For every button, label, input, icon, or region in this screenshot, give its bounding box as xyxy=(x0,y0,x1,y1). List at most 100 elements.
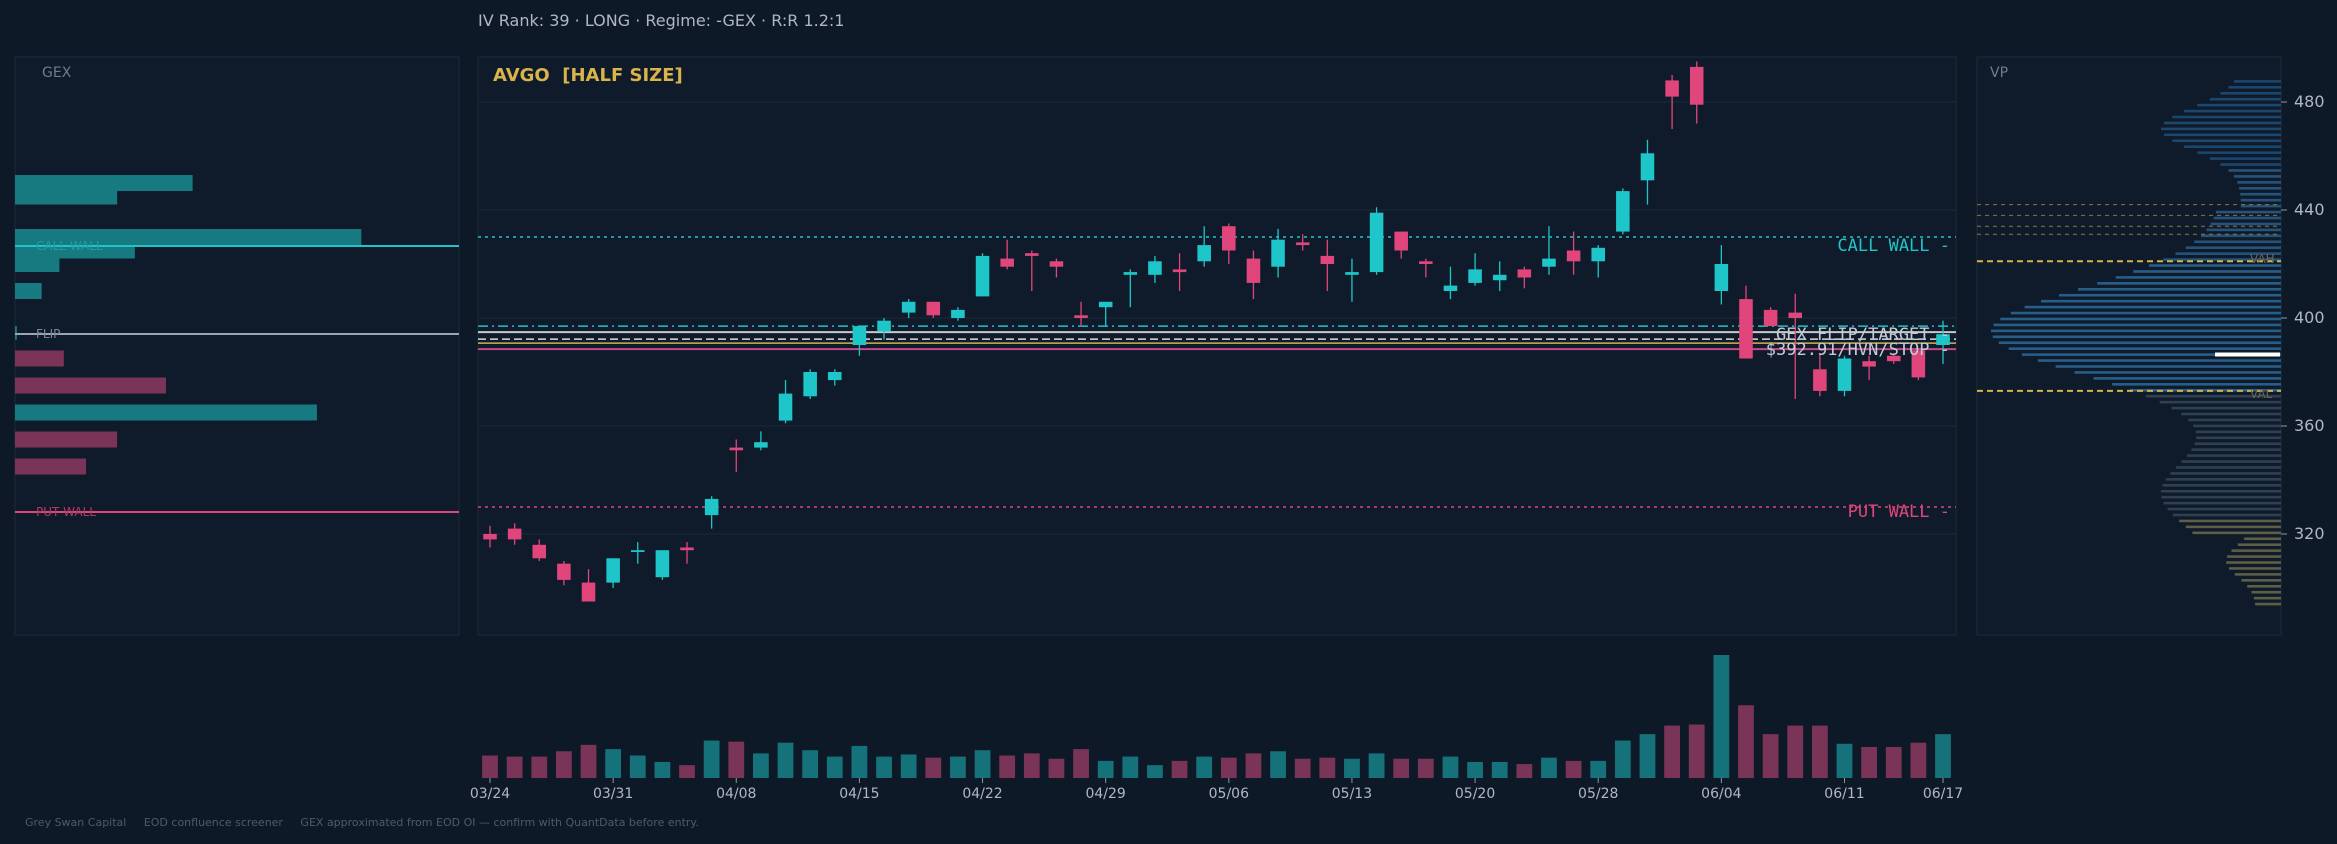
x-tick-label: 06/04 xyxy=(1701,786,1741,802)
candle-body xyxy=(1271,239,1285,267)
volume-bar xyxy=(826,756,843,778)
x-tick-label: 05/06 xyxy=(1209,786,1249,802)
candle-body xyxy=(532,544,547,559)
vp-bar xyxy=(2191,448,2281,451)
candle-body xyxy=(901,301,916,313)
vp-bar xyxy=(2194,442,2281,446)
volume-bar xyxy=(1368,753,1385,778)
vp-bar xyxy=(2194,240,2281,244)
candle-body xyxy=(1640,153,1655,181)
volume-bar xyxy=(1541,757,1557,778)
vp-bar xyxy=(2192,531,2281,535)
volume-bar xyxy=(605,749,622,778)
volume-bar xyxy=(1073,749,1089,778)
volume-bar xyxy=(1467,761,1483,778)
vp-bar xyxy=(1992,335,2281,339)
candle-body xyxy=(704,498,719,516)
x-tick-label: 06/17 xyxy=(1923,786,1963,802)
candle-body xyxy=(1000,258,1014,267)
vp-bar xyxy=(2240,198,2281,202)
vp-bar xyxy=(2133,270,2281,273)
gex-bar xyxy=(15,283,42,299)
put-wall-label: PUT WALL - xyxy=(1848,502,1950,522)
volume-bar xyxy=(629,755,646,778)
volume-bar xyxy=(1491,761,1508,778)
candle-body xyxy=(729,447,744,451)
vp-bar xyxy=(2167,507,2281,511)
vp-bar xyxy=(2184,109,2281,113)
vp-bar xyxy=(2149,264,2281,267)
volume-bar xyxy=(1885,746,1902,778)
candle-body xyxy=(1098,301,1113,308)
footer-text: Grey Swan Capital EOD confluence screene… xyxy=(25,816,699,829)
vp-bar xyxy=(2172,513,2281,517)
call-wall-label: CALL WALL - xyxy=(1837,236,1950,256)
y-tick-label: 400 xyxy=(2294,308,2325,327)
stop-label: $392.91/HVN/STOP - xyxy=(1766,340,1950,360)
gex-call-wall-label: CALL WALL xyxy=(36,239,103,253)
gex-bar xyxy=(15,229,362,245)
candle-body xyxy=(1222,226,1236,251)
vp-bar xyxy=(2201,234,2281,238)
vp-bar xyxy=(2213,216,2281,220)
gex-bar xyxy=(15,350,64,367)
candle-body xyxy=(1172,269,1187,273)
gex-flip-target-label: GEX FLIP/TARGET - xyxy=(1776,325,1950,345)
candle-body xyxy=(1591,247,1605,262)
candle-body xyxy=(1345,272,1359,275)
candle-body xyxy=(1468,269,1482,283)
volume-bar xyxy=(999,755,1016,778)
candle-body xyxy=(507,528,522,540)
volume-bar xyxy=(1935,734,1951,778)
vp-bar xyxy=(2229,567,2281,570)
vp-bar xyxy=(2228,169,2281,172)
vp-bar xyxy=(2231,549,2281,552)
vp-bar xyxy=(2228,86,2281,89)
gex-panel-label: GEX xyxy=(42,65,72,81)
candle-body xyxy=(1862,361,1876,367)
gex-bars xyxy=(15,175,362,475)
volume-bar xyxy=(1590,760,1607,778)
vp-bar xyxy=(2097,282,2281,285)
vp-bar xyxy=(2074,371,2281,374)
vp-bar xyxy=(2181,412,2281,416)
y-tick-label: 440 xyxy=(2294,200,2325,219)
y-tick-label: 320 xyxy=(2294,524,2325,543)
volume-bar xyxy=(1811,725,1828,778)
vp-bar xyxy=(2078,287,2281,291)
x-tick-label: 05/20 xyxy=(1455,786,1495,802)
candle-body xyxy=(483,534,497,540)
vp-bar xyxy=(2040,299,2281,303)
candle-body xyxy=(1714,264,1729,291)
volume-bar xyxy=(1023,753,1040,778)
candle-body xyxy=(1419,261,1433,264)
val-label: VAL xyxy=(2250,387,2273,401)
vp-bar xyxy=(2206,228,2281,232)
candle-body xyxy=(1813,369,1827,391)
candle-body xyxy=(630,550,645,552)
volume-bar xyxy=(753,753,769,778)
vp-bar xyxy=(2179,519,2281,523)
candle-body xyxy=(975,255,990,297)
vp-bar xyxy=(2226,561,2281,564)
candle-body xyxy=(1616,191,1630,232)
vp-bar xyxy=(2165,478,2281,481)
candle-body xyxy=(680,547,694,551)
vp-bar xyxy=(2129,388,2281,392)
vp-bar xyxy=(2161,495,2281,499)
vp-bar xyxy=(2055,365,2281,368)
vp-bar xyxy=(2112,383,2281,386)
vp-bar xyxy=(2240,204,2281,208)
volume-bar xyxy=(1787,725,1804,778)
candle-body xyxy=(1665,80,1679,97)
x-axis: 03/24 03/31 04/08 04/15 04/22 04/29 05/06 05/13… xyxy=(470,778,1963,802)
vp-bar xyxy=(2185,525,2281,529)
volume-bar xyxy=(1294,758,1311,778)
volume-bar xyxy=(1614,740,1631,778)
candle-body xyxy=(1886,355,1901,362)
volume-bar xyxy=(1664,725,1680,778)
vp-bar xyxy=(2233,80,2281,83)
volume-bar xyxy=(1688,724,1705,778)
vp-panel: VP VAH VAL 320 360 400 440 480 xyxy=(1976,56,2325,636)
volume-bar xyxy=(506,756,523,778)
